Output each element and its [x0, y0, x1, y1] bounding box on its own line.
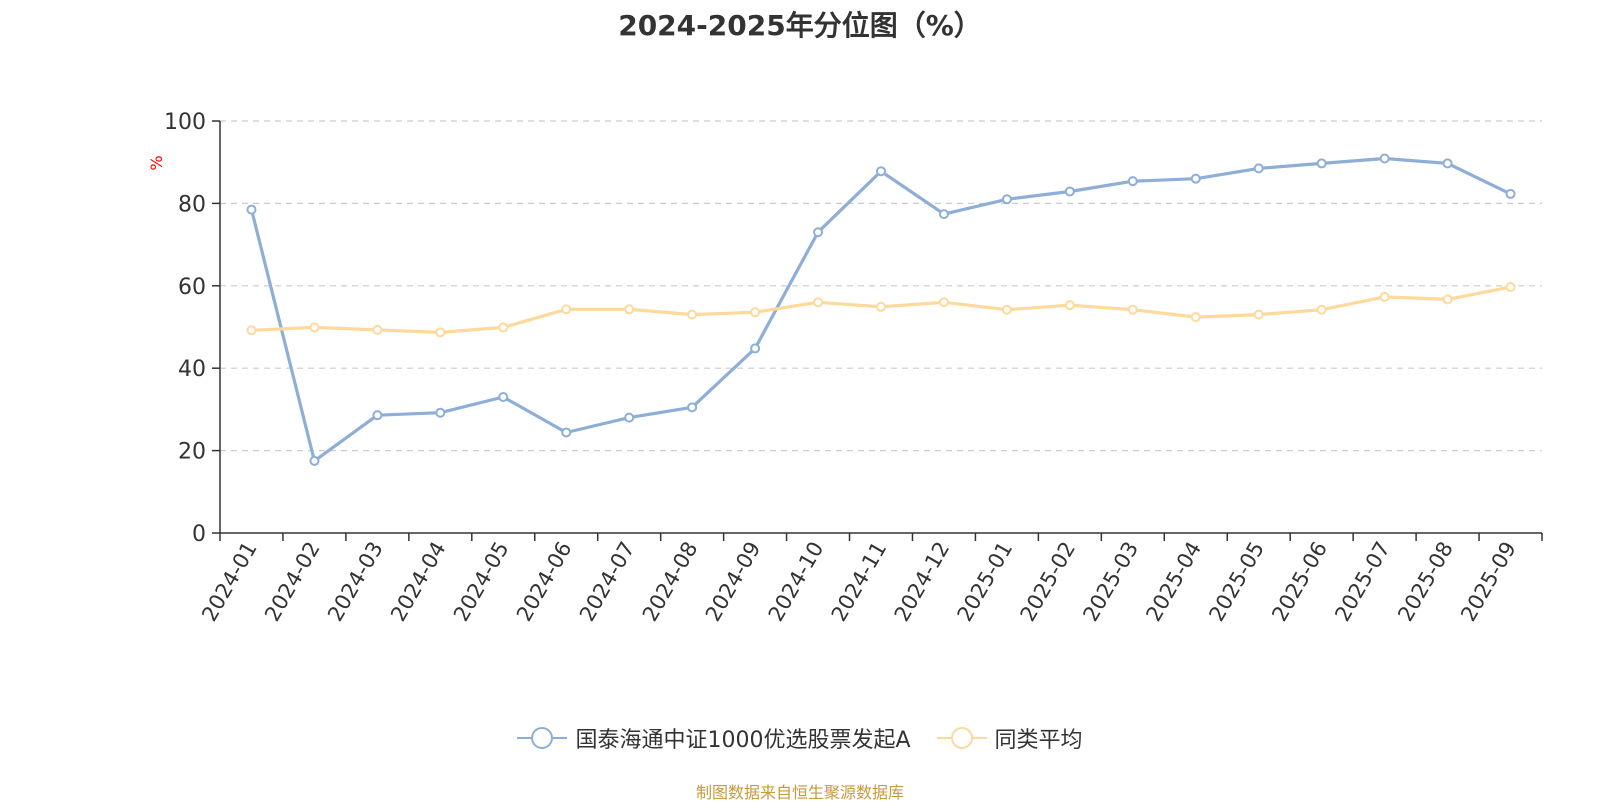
legend: 国泰海通中证1000优选股票发起A 同类平均 — [0, 722, 1600, 754]
x-tick-label-2024-07: 2024-07 — [575, 538, 640, 626]
chart-title: 2024-2025年分位图（%） — [618, 9, 982, 42]
legend-label-category-average: 同类平均 — [994, 728, 1083, 753]
y-tick-label-40: 40 — [178, 357, 206, 382]
data-point-0-2025-08[interactable] — [1442, 158, 1453, 169]
data-point-1-2024-03[interactable] — [372, 324, 383, 335]
x-tick-label-2024-08: 2024-08 — [638, 538, 703, 626]
x-tick-label-2024-01: 2024-01 — [197, 538, 262, 626]
data-point-1-2025-08[interactable] — [1442, 294, 1453, 305]
data-point-1-2025-07[interactable] — [1379, 291, 1390, 302]
data-point-0-2024-05[interactable] — [498, 392, 509, 403]
data-point-0-2024-06[interactable] — [561, 427, 572, 438]
grid-lines — [220, 120, 1542, 452]
legend-item-category-average[interactable]: 同类平均 — [936, 722, 1083, 754]
y-tick-label-80: 80 — [178, 192, 206, 217]
data-point-1-2025-06[interactable] — [1316, 304, 1327, 315]
x-tick-label-2024-05: 2024-05 — [449, 538, 514, 626]
data-point-1-2024-11[interactable] — [876, 301, 886, 312]
data-point-1-2025-01[interactable] — [1001, 304, 1012, 315]
data-point-0-2024-04[interactable] — [435, 407, 446, 418]
x-tick-label-2025-02: 2025-02 — [1016, 538, 1081, 626]
x-tick-label-2025-07: 2025-07 — [1330, 538, 1395, 626]
data-point-1-2024-08[interactable] — [687, 309, 698, 320]
x-tick-label-2024-06: 2024-06 — [512, 538, 577, 626]
x-tick-label-2024-09: 2024-09 — [701, 538, 766, 626]
x-tick-label-2025-06: 2025-06 — [1267, 538, 1332, 626]
x-tick-label-2025-01: 2025-01 — [953, 538, 1018, 626]
data-point-0-2025-05[interactable] — [1253, 163, 1264, 174]
data-point-0-2024-03[interactable] — [372, 410, 383, 421]
data-point-0-2024-12[interactable] — [938, 209, 949, 220]
x-tick-label-2024-11: 2024-11 — [827, 538, 892, 626]
y-tick-label-20: 20 — [178, 440, 206, 465]
data-point-0-2025-07[interactable] — [1379, 153, 1390, 164]
data-point-1-2025-02[interactable] — [1064, 300, 1075, 311]
x-tick-label-2025-05: 2025-05 — [1204, 538, 1269, 626]
x-tick-label-2025-09: 2025-09 — [1456, 538, 1521, 626]
data-point-1-2024-09[interactable] — [750, 307, 761, 318]
data-point-0-2025-01[interactable] — [1001, 194, 1012, 205]
data-point-1-2024-10[interactable] — [813, 297, 824, 308]
legend-marker-fund — [517, 727, 568, 749]
x-tick-label-2024-12: 2024-12 — [890, 538, 955, 626]
data-point-0-2024-10[interactable] — [813, 227, 824, 238]
data-point-0-2024-08[interactable] — [687, 402, 698, 413]
x-tick-label-2025-03: 2025-03 — [1078, 538, 1143, 626]
data-point-1-2025-03[interactable] — [1127, 304, 1138, 315]
data-point-1-2024-12[interactable] — [938, 297, 949, 308]
data-point-1-2025-05[interactable] — [1253, 309, 1264, 320]
data-point-0-2025-02[interactable] — [1064, 186, 1075, 197]
x-tick-label-2024-04: 2024-04 — [386, 538, 451, 626]
legend-label-fund: 国泰海通中证1000优选股票发起A — [575, 728, 911, 753]
data-point-1-2025-09[interactable] — [1505, 282, 1516, 293]
legend-marker-category-average — [936, 727, 987, 749]
data-points — [246, 153, 1516, 466]
y-tick-label-0: 0 — [192, 522, 206, 547]
data-point-0-2025-04[interactable] — [1190, 173, 1201, 184]
x-tick-label-2024-03: 2024-03 — [323, 538, 388, 626]
y-tick-label-60: 60 — [178, 275, 206, 300]
data-point-1-2024-02[interactable] — [309, 322, 320, 333]
data-point-1-2024-07[interactable] — [624, 304, 635, 315]
legend-item-fund[interactable]: 国泰海通中证1000优选股票发起A — [517, 722, 911, 754]
data-point-0-2024-02[interactable] — [309, 455, 320, 466]
y-axis-label: % — [147, 155, 166, 170]
data-point-0-2024-09[interactable] — [750, 343, 761, 354]
data-point-1-2024-01[interactable] — [246, 325, 257, 336]
y-tick-label-100: 100 — [164, 110, 206, 135]
x-tick-label-2025-08: 2025-08 — [1393, 538, 1458, 626]
data-point-0-2024-01[interactable] — [246, 204, 257, 215]
data-point-1-2024-05[interactable] — [498, 322, 509, 333]
data-point-0-2025-06[interactable] — [1316, 158, 1327, 169]
data-point-1-2025-04[interactable] — [1190, 312, 1201, 323]
x-tick-label-2024-10: 2024-10 — [764, 538, 829, 626]
data-point-0-2025-09[interactable] — [1505, 188, 1516, 199]
data-point-1-2024-06[interactable] — [561, 304, 572, 315]
data-point-0-2024-07[interactable] — [624, 412, 635, 423]
x-tick-label-2025-04: 2025-04 — [1141, 538, 1206, 626]
data-point-1-2024-04[interactable] — [435, 327, 446, 338]
data-point-0-2025-03[interactable] — [1127, 176, 1138, 187]
data-point-0-2024-11[interactable] — [876, 166, 886, 177]
x-tick-label-2024-02: 2024-02 — [260, 538, 325, 626]
source-note: 制图数据来自恒生聚源数据库 — [695, 783, 904, 802]
